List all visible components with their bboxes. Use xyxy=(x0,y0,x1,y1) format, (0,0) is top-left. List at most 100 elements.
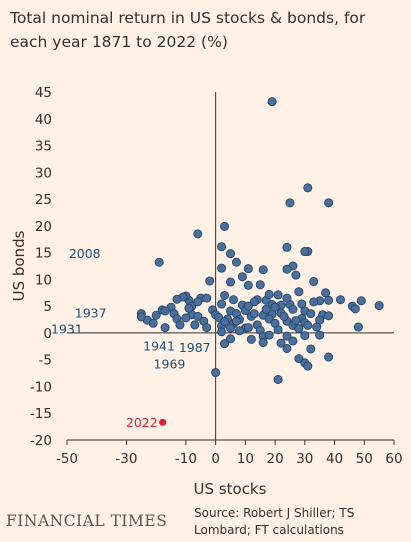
x-tick-label: 10 xyxy=(237,451,254,467)
data-point xyxy=(306,309,316,319)
x-tick-label: -30 xyxy=(115,451,137,467)
data-point xyxy=(279,311,289,321)
data-point xyxy=(258,338,268,348)
data-point xyxy=(246,334,256,344)
data-point xyxy=(184,303,194,313)
data-point xyxy=(303,183,313,193)
x-tick-label: 50 xyxy=(356,451,373,467)
data-point xyxy=(220,290,230,300)
data-point xyxy=(190,320,200,330)
x-tick-label: 40 xyxy=(326,451,343,467)
annotation-label: 1969 xyxy=(154,356,186,371)
x-tick-label: 30 xyxy=(296,451,313,467)
brand-logo: FINANCIAL TIMES xyxy=(6,512,168,530)
y-tick-label: 20 xyxy=(35,219,52,235)
data-point-highlight xyxy=(159,418,167,426)
data-point xyxy=(225,277,235,287)
data-point xyxy=(255,280,265,290)
tick-labels: -50 -30 -10 0 10 20 30 40 50 60-20-15-10-50510152… xyxy=(30,85,403,467)
x-axis-title: US stocks xyxy=(194,480,267,498)
data-point xyxy=(202,293,212,303)
x-tick-label: 0 xyxy=(211,451,220,467)
data-point xyxy=(273,325,283,335)
data-point xyxy=(291,316,301,326)
chart-title: Total nominal return in US stocks & bond… xyxy=(10,9,366,51)
y-tick-label: -15 xyxy=(30,406,52,422)
data-point xyxy=(249,309,259,319)
data-point xyxy=(273,290,283,300)
data-point xyxy=(193,311,203,321)
y-tick-label: 10 xyxy=(35,272,52,288)
data-point xyxy=(306,344,316,354)
annotation-label: 2022 xyxy=(126,415,158,430)
annotation-label: 1987 xyxy=(179,340,211,355)
data-point xyxy=(228,295,238,305)
y-tick-label: 45 xyxy=(35,85,52,101)
data-point xyxy=(315,330,325,340)
data-point xyxy=(264,289,274,299)
data-point xyxy=(205,276,215,286)
x-tick-label: -10 xyxy=(175,451,197,467)
data-point xyxy=(324,295,334,305)
data-point xyxy=(273,375,283,385)
data-point xyxy=(193,229,203,239)
data-point xyxy=(288,336,298,346)
data-point xyxy=(309,277,319,287)
data-point xyxy=(309,297,319,307)
data-point xyxy=(160,323,170,333)
data-point xyxy=(154,257,164,267)
y-tick-label: -20 xyxy=(30,433,52,449)
x-tick-label: 60 xyxy=(385,451,402,467)
data-points xyxy=(136,97,384,426)
data-point xyxy=(335,295,345,305)
y-tick-label: 25 xyxy=(35,192,52,208)
y-tick-label: 15 xyxy=(35,246,52,262)
x-tick-label: 20 xyxy=(266,451,283,467)
data-point xyxy=(282,343,292,353)
data-point xyxy=(288,304,298,314)
y-tick-label: -10 xyxy=(30,379,52,395)
data-point xyxy=(243,301,253,311)
data-point xyxy=(300,331,310,341)
data-point xyxy=(294,287,304,297)
data-point xyxy=(243,264,253,274)
data-point xyxy=(136,312,146,322)
data-point xyxy=(276,338,286,348)
data-point xyxy=(264,330,274,340)
data-point xyxy=(321,288,331,298)
axes xyxy=(67,92,394,441)
data-point xyxy=(193,297,203,307)
data-point xyxy=(282,331,292,341)
y-axis-title: US bonds xyxy=(10,230,28,301)
data-point xyxy=(258,265,268,275)
data-point xyxy=(303,320,313,330)
data-point xyxy=(282,242,292,252)
data-point xyxy=(217,242,227,252)
data-point xyxy=(160,306,170,316)
data-point xyxy=(217,263,227,273)
y-tick-label: 40 xyxy=(35,112,52,128)
data-point xyxy=(211,368,221,378)
data-point xyxy=(220,339,230,349)
data-point xyxy=(350,304,360,314)
data-point xyxy=(291,270,301,280)
data-point xyxy=(374,301,384,311)
data-point xyxy=(231,257,241,267)
annotation-label: 2008 xyxy=(69,246,101,261)
data-point xyxy=(300,247,310,257)
data-point xyxy=(151,310,161,320)
data-point xyxy=(353,322,363,332)
data-point xyxy=(231,316,241,326)
data-point xyxy=(217,327,227,337)
data-point xyxy=(243,280,253,290)
x-tick-label: -50 xyxy=(56,451,78,467)
data-point xyxy=(294,324,304,334)
source-note: Source: Robert J Shiller; TS Lombard; FT… xyxy=(194,506,355,537)
data-point xyxy=(234,326,244,336)
data-point xyxy=(225,249,235,259)
data-point xyxy=(312,322,322,332)
data-point xyxy=(243,323,253,333)
data-point xyxy=(217,299,227,309)
